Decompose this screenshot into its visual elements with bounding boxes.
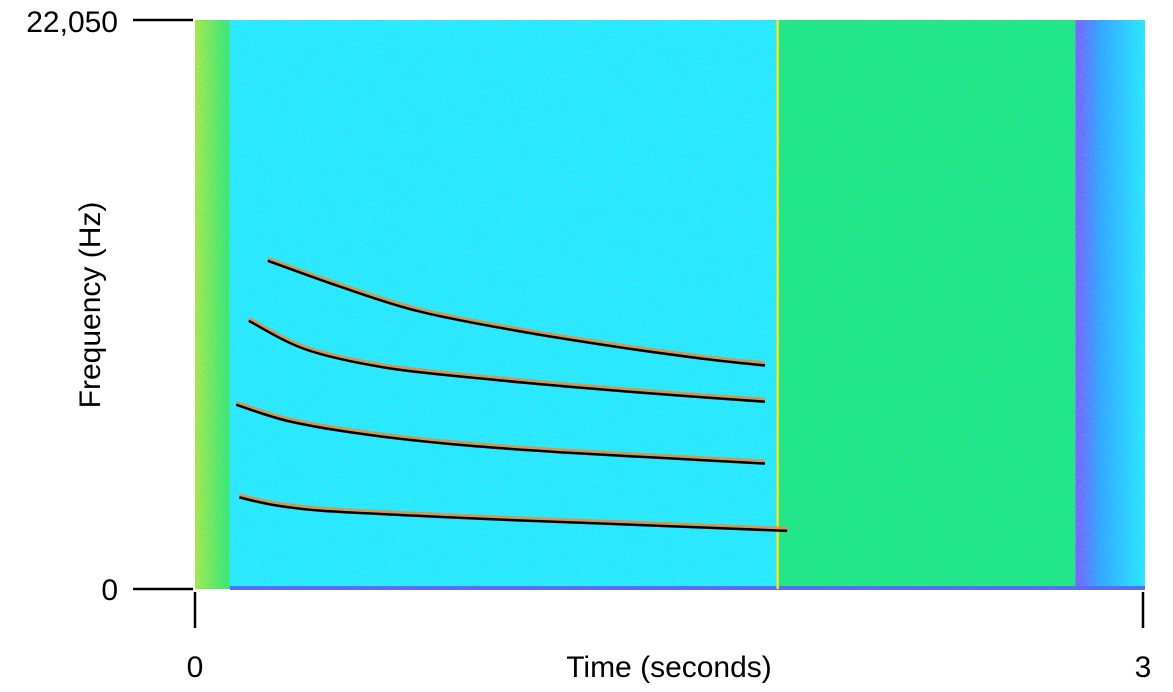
x-axis-title: Time (seconds) [566,651,772,684]
x-tick-label-min: 0 [187,651,204,684]
y-tick-label-max: 22,050 [26,6,118,39]
y-tick-label-min: 0 [101,574,118,607]
axes: 22,050 0 0 3 Time (seconds) Frequency (H… [26,6,1151,684]
x-tick-label-max: 3 [1135,651,1152,684]
harmonic-series [235,256,788,533]
harmonic-fit-line-3 [235,403,766,465]
harmonic-trace-3 [235,400,766,464]
spectrogram-texture [195,20,1145,589]
y-axis-title: Frequency (Hz) [74,202,107,409]
plot-area [195,20,1145,590]
harmonic-trace-4 [238,493,788,531]
harmonic-fit-line-1 [267,259,766,367]
harmonic-trace-1 [267,256,766,366]
harmonic-fit-line-2 [248,319,766,403]
harmonic-fit-line-4 [239,496,788,533]
harmonic-trace-2 [247,317,766,402]
